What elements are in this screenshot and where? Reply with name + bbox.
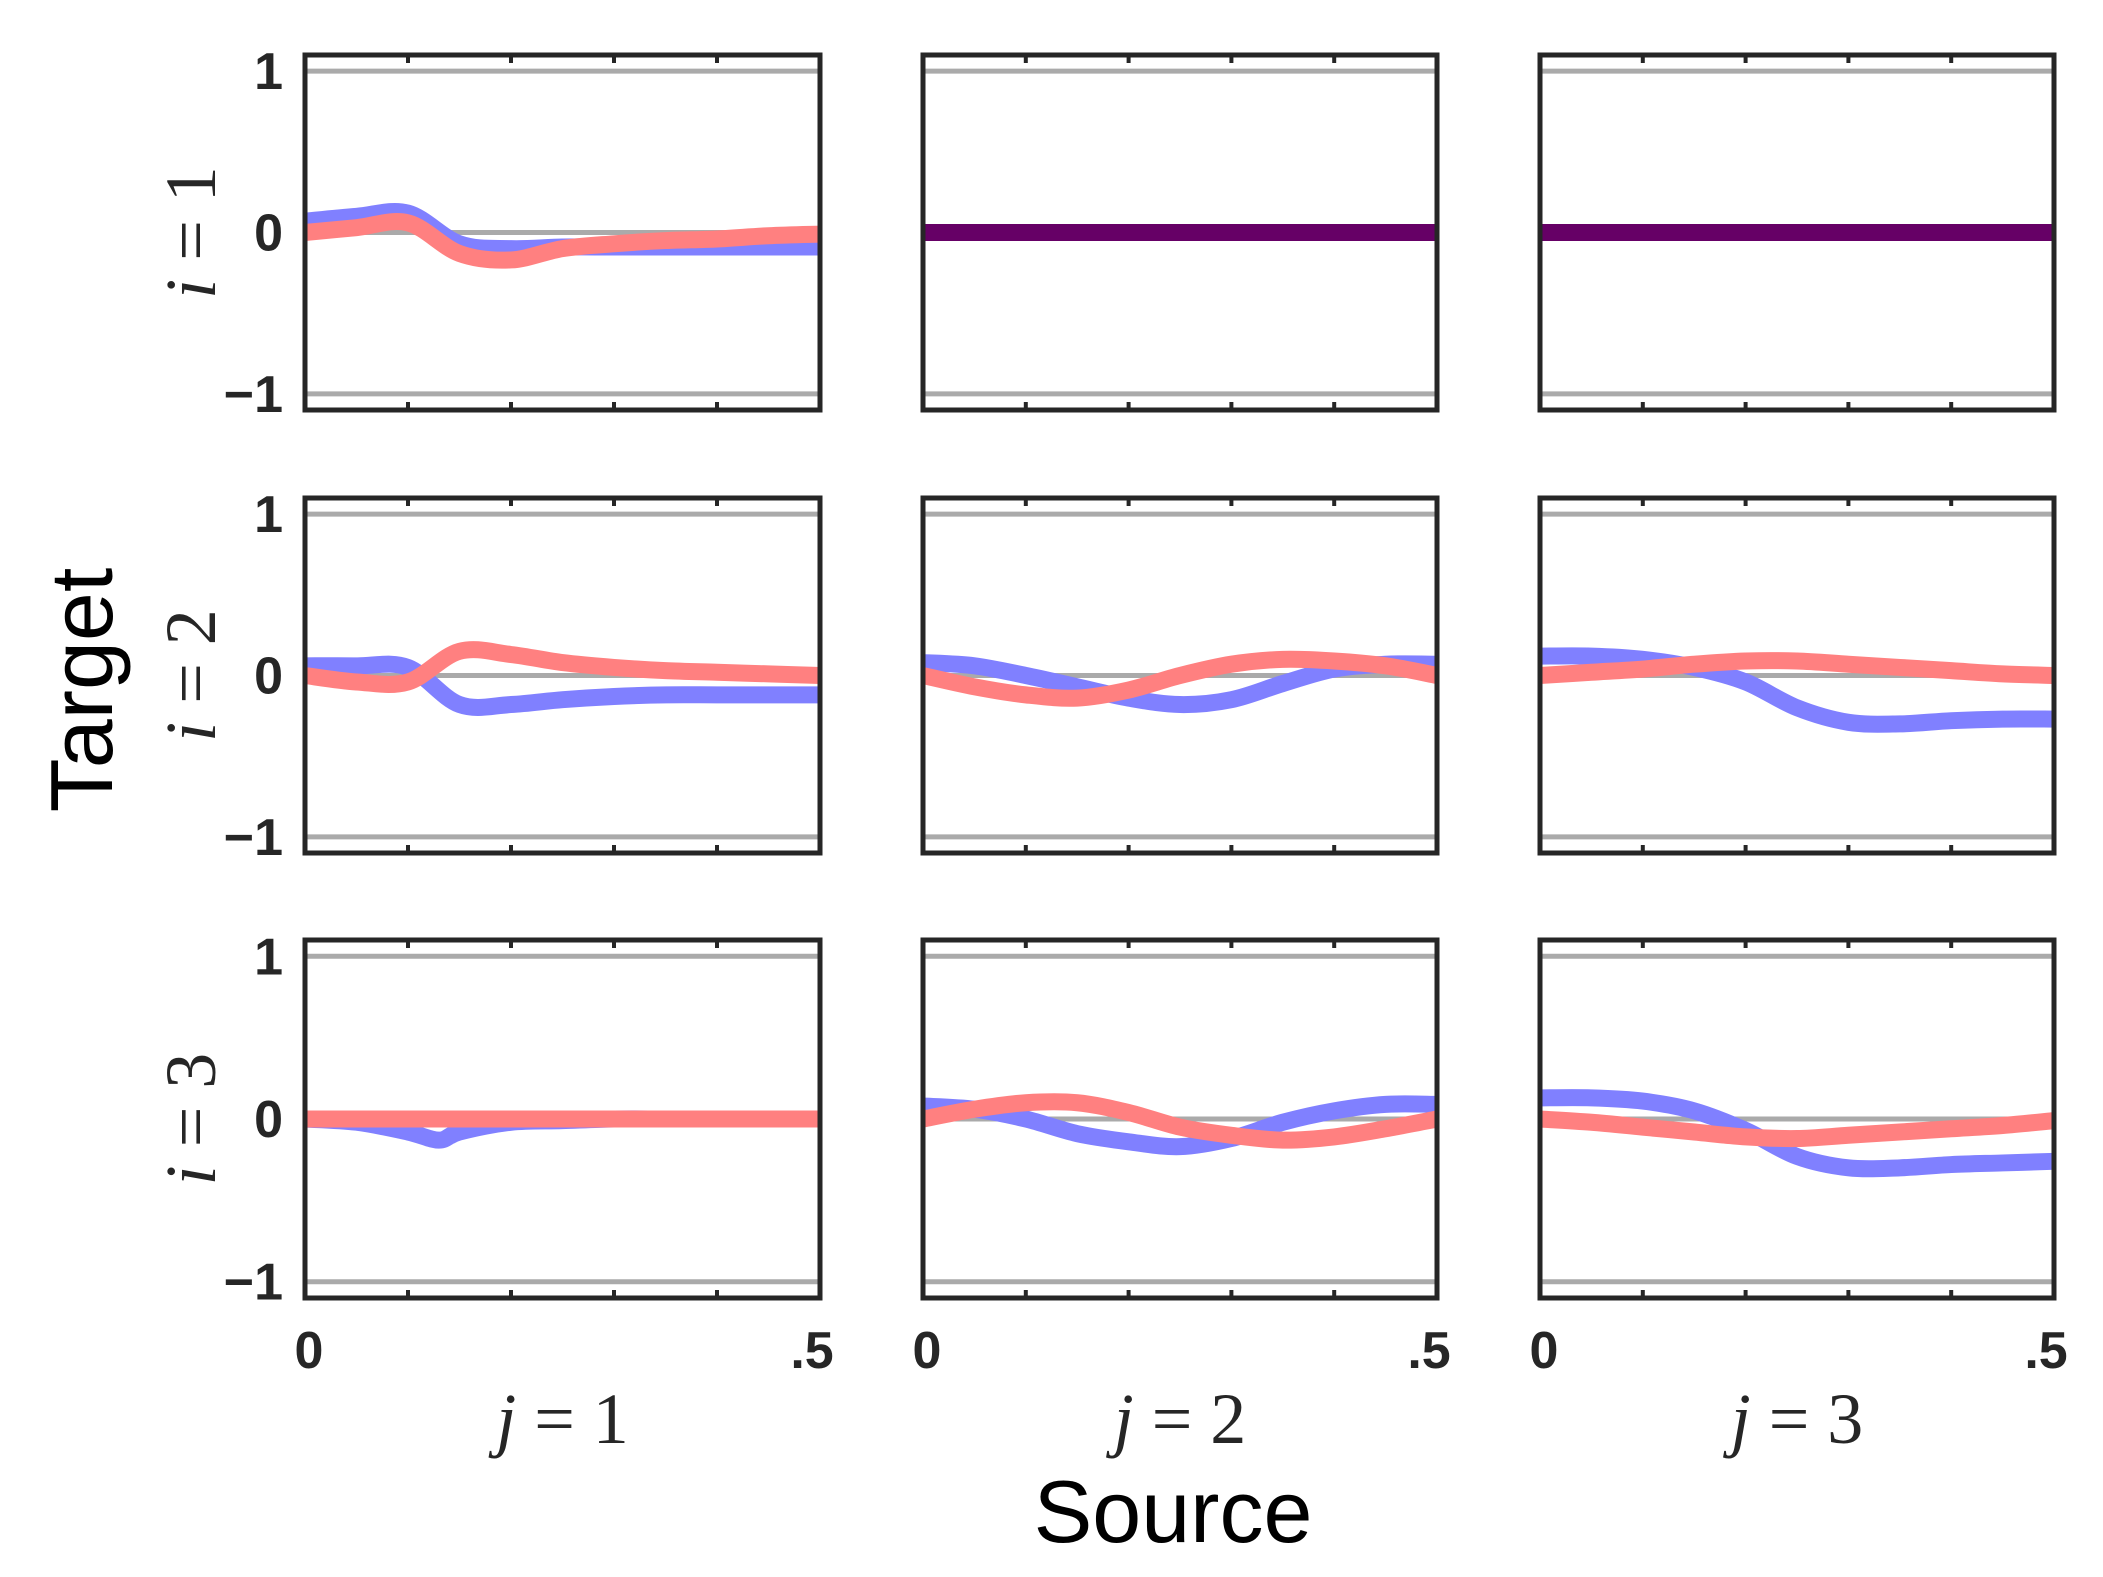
row-label-value: = 3 xyxy=(151,1053,231,1166)
series-line-blue xyxy=(1539,647,2055,733)
panel-1-2 xyxy=(920,52,1440,413)
y-tick-label: −1 xyxy=(224,1254,283,1312)
y-axis-title: Target xyxy=(32,568,131,813)
panel-2-3 xyxy=(1537,495,2057,856)
y-tick-label: 0 xyxy=(254,648,283,706)
series-line-blue xyxy=(922,1095,1438,1156)
column-label-variable: j xyxy=(488,1379,516,1459)
panel-1-3 xyxy=(1537,52,2057,413)
x-tick-label: .5 xyxy=(790,1322,833,1380)
panel-frame xyxy=(302,495,823,856)
panel-frame xyxy=(920,937,1440,1301)
x-tick-label: 0 xyxy=(913,1322,942,1380)
panel-frame xyxy=(302,52,823,413)
panel-frame xyxy=(1537,495,2057,856)
row-label-variable: i xyxy=(151,722,231,742)
column-label-value: = 2 xyxy=(1134,1379,1247,1459)
row-label-1: i = 1 xyxy=(151,166,231,299)
column-label-1: j = 1 xyxy=(488,1379,629,1459)
y-tick-label: 0 xyxy=(254,1091,283,1149)
panel-frame xyxy=(920,495,1440,856)
column-label-variable: j xyxy=(1106,1379,1134,1459)
panel-2-2 xyxy=(920,495,1440,856)
series-line-blue xyxy=(1539,1089,2055,1178)
x-tick-label: 0 xyxy=(1530,1322,1559,1380)
row-label-variable: i xyxy=(151,1165,231,1185)
series-line-blue xyxy=(304,655,820,716)
series-line-red xyxy=(1539,1110,2055,1148)
row-label-2: i = 2 xyxy=(151,609,231,742)
column-label-2: j = 2 xyxy=(1106,1379,1247,1459)
x-tick-label: .5 xyxy=(1407,1322,1450,1380)
panel-frame xyxy=(1537,52,2057,413)
x-axis-title: Source xyxy=(1034,1462,1313,1561)
y-tick-label: 1 xyxy=(254,486,283,544)
y-tick-label: 0 xyxy=(254,205,283,263)
series-line-red xyxy=(304,213,821,269)
x-tick-label: .5 xyxy=(2024,1322,2067,1380)
y-tick-label: 1 xyxy=(254,928,283,986)
series-line-red xyxy=(303,641,821,693)
column-label-variable: j xyxy=(1723,1379,1751,1459)
row-label-value: = 1 xyxy=(151,166,231,279)
series-line-red xyxy=(921,1093,1439,1149)
y-tick-label: −1 xyxy=(224,809,283,867)
panel-1-1: −1 0 1 xyxy=(224,43,823,424)
series-line-red xyxy=(921,650,1439,707)
panel-frame xyxy=(920,52,1440,413)
column-label-3: j = 3 xyxy=(1723,1379,1864,1459)
panel-frame xyxy=(302,937,823,1301)
column-label-value: = 3 xyxy=(1751,1379,1864,1459)
row-label-value: = 2 xyxy=(151,609,231,722)
panel-2-1: −1 0 1 xyxy=(224,486,823,867)
column-label-value: = 1 xyxy=(516,1379,629,1459)
series-line-red xyxy=(1539,652,2055,684)
y-tick-label: 1 xyxy=(254,43,283,101)
row-label-variable: i xyxy=(151,279,231,299)
y-tick-label: −1 xyxy=(224,366,283,424)
x-tick-label: 0 xyxy=(295,1322,324,1380)
panel-3-2: 0.5 xyxy=(913,937,1451,1380)
row-label-3: i = 3 xyxy=(151,1053,231,1186)
panel-3-3: 0.5 xyxy=(1530,937,2068,1380)
panel-frame xyxy=(1537,937,2057,1301)
